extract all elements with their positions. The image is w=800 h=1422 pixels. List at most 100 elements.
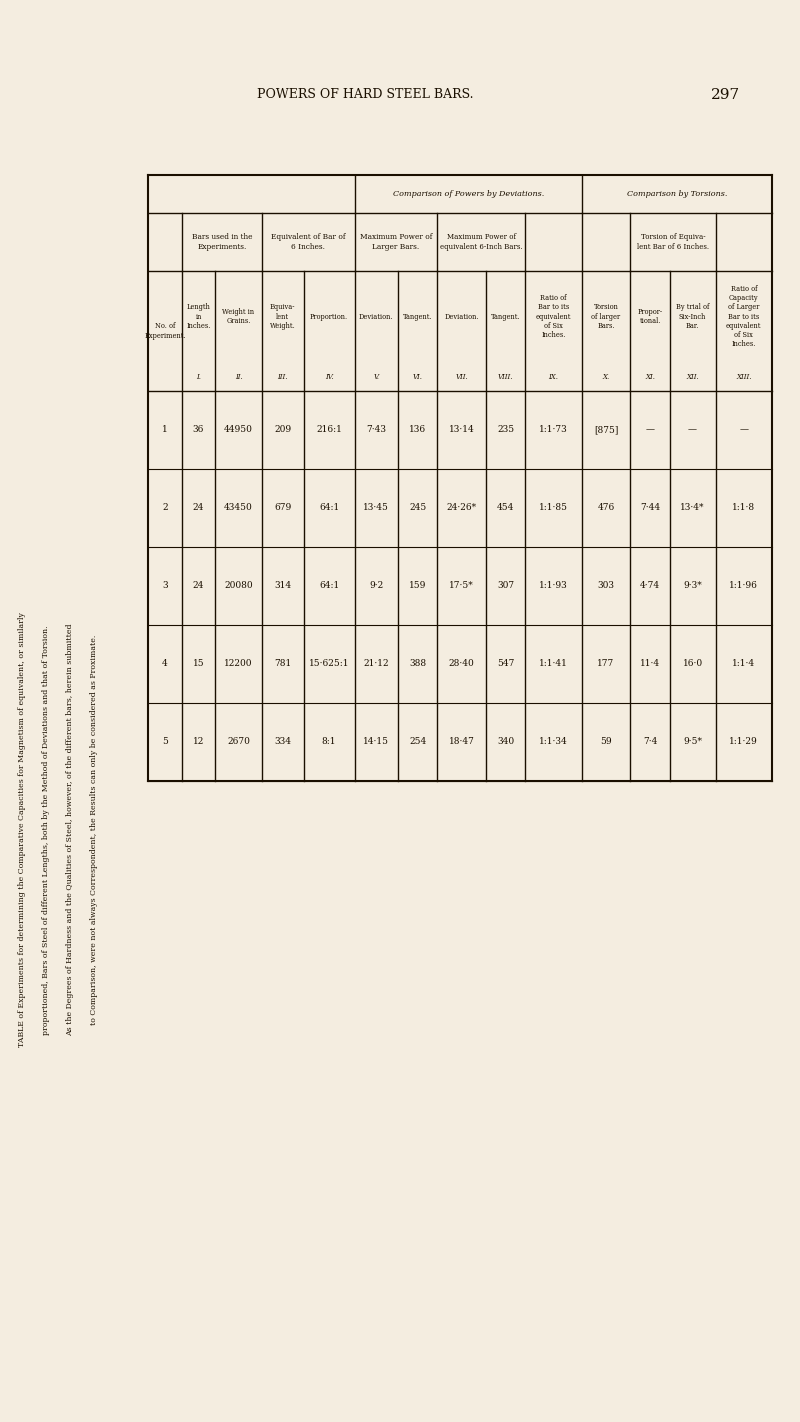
Text: Proportion.: Proportion. (310, 313, 348, 320)
Text: —: — (739, 425, 748, 435)
Text: 2670: 2670 (227, 738, 250, 747)
Text: 13·14: 13·14 (449, 425, 474, 435)
Text: Maximum Power of
Larger Bars.: Maximum Power of Larger Bars. (360, 233, 432, 250)
Text: 1:1·41: 1:1·41 (539, 660, 568, 668)
Text: 9·3*: 9·3* (683, 582, 702, 590)
Text: Torsion
of larger
Bars.: Torsion of larger Bars. (591, 303, 621, 330)
Text: 64:1: 64:1 (319, 582, 339, 590)
Text: Weight in
Grains.: Weight in Grains. (222, 309, 254, 326)
Text: 254: 254 (409, 738, 426, 747)
Text: 64:1: 64:1 (319, 503, 339, 512)
Text: 7·44: 7·44 (640, 503, 660, 512)
Text: 781: 781 (274, 660, 291, 668)
Text: 9·2: 9·2 (370, 582, 383, 590)
Text: 314: 314 (274, 582, 291, 590)
Text: 1:1·96: 1:1·96 (730, 582, 758, 590)
Text: 547: 547 (497, 660, 514, 668)
Text: I.: I. (196, 373, 201, 381)
Text: Propor-
tional.: Propor- tional. (638, 309, 662, 326)
Text: 20080: 20080 (224, 582, 253, 590)
Text: Deviation.: Deviation. (359, 313, 394, 320)
Text: proportioned, Bars of Steel of different Lengths, both by the Method of Deviatio: proportioned, Bars of Steel of different… (42, 626, 50, 1035)
Text: 36: 36 (193, 425, 204, 435)
Text: —: — (646, 425, 654, 435)
Text: 12200: 12200 (224, 660, 253, 668)
Text: 1:1·34: 1:1·34 (539, 738, 568, 747)
Text: TABLE of Experiments for determining the Comparative Capacities for Magnetism of: TABLE of Experiments for determining the… (18, 613, 26, 1048)
Text: III.: III. (278, 373, 288, 381)
Text: 209: 209 (274, 425, 291, 435)
Text: 8:1: 8:1 (322, 738, 336, 747)
Text: 4: 4 (162, 660, 168, 668)
Text: Tangent.: Tangent. (490, 313, 521, 320)
Text: —: — (688, 425, 697, 435)
Text: Maximum Power of
equivalent 6-Inch Bars.: Maximum Power of equivalent 6-Inch Bars. (440, 233, 522, 250)
Text: 11·4: 11·4 (640, 660, 660, 668)
Text: Equiva-
lent
Weight.: Equiva- lent Weight. (270, 303, 296, 330)
Text: 136: 136 (409, 425, 426, 435)
Text: Ratio of
Capacity
of Larger
Bar to its
equivalent
of Six
Inches.: Ratio of Capacity of Larger Bar to its e… (726, 284, 762, 348)
Text: 7·4: 7·4 (642, 738, 657, 747)
Text: 297: 297 (710, 88, 739, 102)
Text: XIII.: XIII. (736, 373, 751, 381)
Text: 340: 340 (497, 738, 514, 747)
Text: 245: 245 (409, 503, 426, 512)
Text: V.: V. (374, 373, 379, 381)
Text: 388: 388 (409, 660, 426, 668)
Text: 2: 2 (162, 503, 168, 512)
Text: II.: II. (234, 373, 242, 381)
Text: Torsion of Equiva-
lent Bar of 6 Inches.: Torsion of Equiva- lent Bar of 6 Inches. (637, 233, 709, 250)
Text: 1:1·73: 1:1·73 (539, 425, 568, 435)
Text: 13·45: 13·45 (363, 503, 390, 512)
Text: 303: 303 (598, 582, 614, 590)
Text: 13·4*: 13·4* (680, 503, 705, 512)
Text: 24: 24 (193, 582, 204, 590)
Text: Ratio of
Bar to its
equivalent
of Six
Inches.: Ratio of Bar to its equivalent of Six In… (536, 294, 571, 338)
Text: 3: 3 (162, 582, 168, 590)
Text: Tangent.: Tangent. (403, 313, 433, 320)
Text: Comparison of Powers by Deviations.: Comparison of Powers by Deviations. (393, 191, 544, 198)
Text: 15: 15 (193, 660, 204, 668)
Text: 21·12: 21·12 (363, 660, 389, 668)
Text: 1:1·29: 1:1·29 (730, 738, 758, 747)
Text: 177: 177 (598, 660, 614, 668)
Text: 9·5*: 9·5* (683, 738, 702, 747)
Text: 1:1·8: 1:1·8 (732, 503, 755, 512)
Text: 216:1: 216:1 (316, 425, 342, 435)
Text: 44950: 44950 (224, 425, 253, 435)
Text: IX.: IX. (549, 373, 558, 381)
Text: 7·43: 7·43 (366, 425, 386, 435)
Text: 5: 5 (162, 738, 168, 747)
Text: Deviation.: Deviation. (444, 313, 479, 320)
Text: 24: 24 (193, 503, 204, 512)
Text: Bars used in the
Experiments.: Bars used in the Experiments. (192, 233, 252, 250)
Text: As the Degrees of Hardness and the Qualities of Steel, however, of the different: As the Degrees of Hardness and the Quali… (66, 624, 74, 1037)
Text: [875]: [875] (594, 425, 618, 435)
Text: VII.: VII. (455, 373, 468, 381)
Text: 454: 454 (497, 503, 514, 512)
Text: POWERS OF HARD STEEL BARS.: POWERS OF HARD STEEL BARS. (257, 88, 474, 101)
Text: 16·0: 16·0 (682, 660, 702, 668)
Text: By trial of
Six-Inch
Bar.: By trial of Six-Inch Bar. (676, 303, 710, 330)
Text: Equivalent of Bar of
6 Inches.: Equivalent of Bar of 6 Inches. (271, 233, 346, 250)
Text: Length
in
Inches.: Length in Inches. (186, 303, 210, 330)
Text: 15·625:1: 15·625:1 (309, 660, 350, 668)
Text: VIII.: VIII. (498, 373, 514, 381)
Text: 12: 12 (193, 738, 204, 747)
Text: 24·26*: 24·26* (446, 503, 477, 512)
Text: 307: 307 (497, 582, 514, 590)
Text: IV.: IV. (325, 373, 334, 381)
Text: 235: 235 (497, 425, 514, 435)
Text: XII.: XII. (686, 373, 699, 381)
Text: 4·74: 4·74 (640, 582, 660, 590)
Text: to Comparison, were not always Correspondent, the Results can only be considered: to Comparison, were not always Correspon… (90, 634, 98, 1025)
Text: 1:1·93: 1:1·93 (539, 582, 568, 590)
Text: 28·40: 28·40 (449, 660, 474, 668)
Text: 17·5*: 17·5* (450, 582, 474, 590)
Text: 476: 476 (598, 503, 614, 512)
Text: Comparison by Torsions.: Comparison by Torsions. (626, 191, 727, 198)
Text: 679: 679 (274, 503, 291, 512)
Text: 334: 334 (274, 738, 291, 747)
Text: 159: 159 (409, 582, 426, 590)
Text: 43450: 43450 (224, 503, 253, 512)
